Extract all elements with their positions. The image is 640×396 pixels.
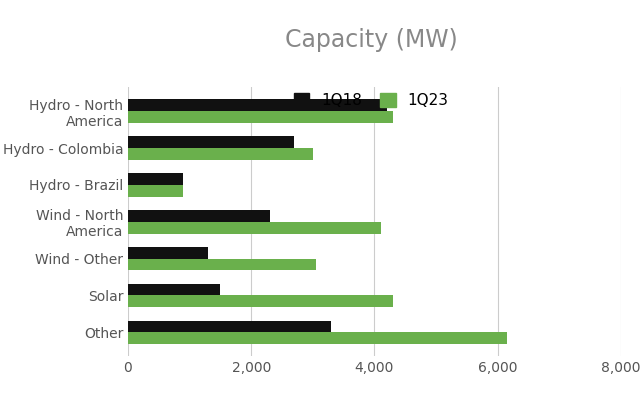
Text: Capacity (MW): Capacity (MW) [285, 28, 458, 52]
Bar [128, 295, 393, 307]
Legend: 1Q18, 1Q23: 1Q18, 1Q23 [287, 87, 455, 114]
Bar [128, 99, 387, 111]
Bar [128, 321, 332, 332]
Bar [128, 173, 184, 185]
Bar [128, 222, 381, 234]
Bar [128, 247, 208, 259]
Bar [128, 136, 294, 148]
Bar [128, 284, 220, 295]
Bar [128, 111, 393, 123]
Bar [128, 210, 269, 222]
Bar [128, 259, 316, 270]
Bar [128, 148, 313, 160]
Bar [128, 185, 184, 197]
Bar [128, 332, 507, 344]
